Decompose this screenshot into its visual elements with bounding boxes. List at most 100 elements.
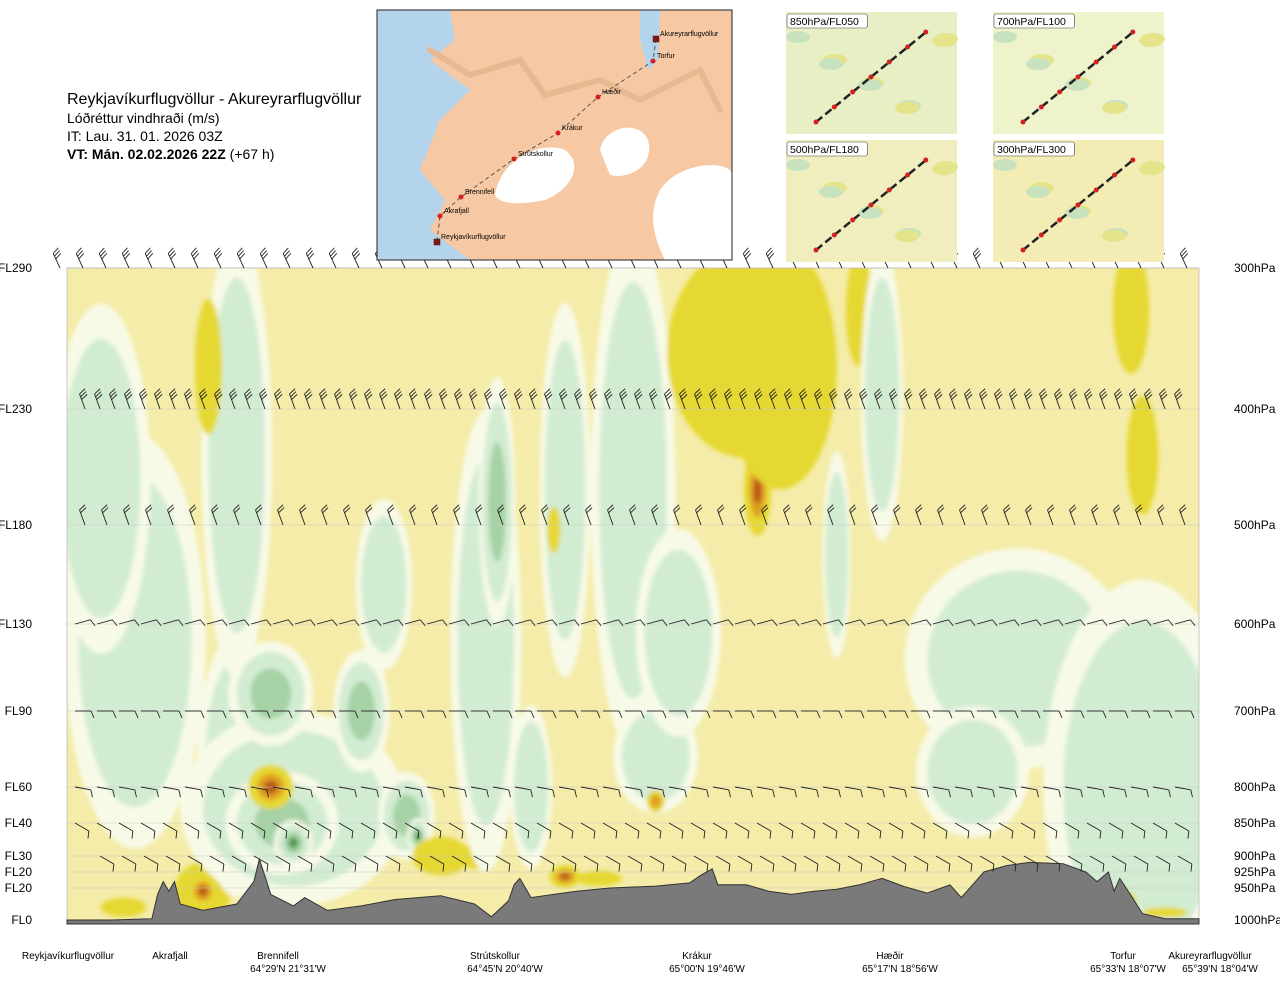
barb-feather: [112, 863, 115, 872]
wind-barb-222: [1108, 619, 1130, 627]
barb-feather: [948, 619, 954, 627]
barb-feather: [90, 710, 95, 719]
wind-barb-220: [1064, 619, 1086, 627]
wind-barb-183: [250, 619, 272, 627]
barb-feather: [982, 507, 989, 514]
wind-barb-67: [334, 388, 343, 410]
wind-barb-97: [784, 388, 793, 410]
barb-feather: [80, 507, 87, 514]
barb-feather: [454, 507, 461, 514]
wind-barb-189: [382, 619, 404, 627]
barb-feather: [420, 710, 425, 719]
wind-barb-340: [338, 822, 354, 839]
barb-feather: [184, 388, 191, 395]
wind-barb-333: [184, 822, 200, 839]
barb-shaft: [602, 786, 619, 791]
field-cells: [67, 268, 1199, 924]
wind-barb-339: [316, 822, 332, 839]
wind-barb-255: [713, 710, 733, 719]
wind-barb-112: [1009, 388, 1018, 410]
barb-shaft: [624, 822, 640, 832]
barb-feather: [936, 394, 943, 400]
terrain-profile: [66, 857, 1200, 925]
wind-barb-292: [404, 786, 423, 798]
wind-barb-352: [602, 822, 618, 839]
wind-barb-262: [867, 710, 887, 719]
wind-barb-364: [866, 822, 882, 839]
barb-feather: [263, 830, 266, 839]
barb-feather: [213, 247, 220, 254]
barb-feather: [640, 863, 643, 872]
barb-feather: [728, 619, 734, 627]
barb-feather: [948, 789, 951, 798]
barb-shaft: [228, 619, 245, 625]
wind-barb-229: [141, 710, 161, 719]
field-cell-31-0: [723, 268, 837, 490]
barb-feather: [141, 394, 148, 400]
wind-barb-360: [778, 822, 794, 839]
barb-feather: [288, 789, 291, 798]
barb-shaft: [470, 619, 487, 625]
wind-barb-313: [866, 786, 885, 798]
small-map-point: [905, 172, 910, 178]
barb-feather: [189, 504, 196, 511]
barb-shaft: [1130, 619, 1147, 625]
wind-barb-257: [757, 710, 777, 719]
barb-feather: [1058, 863, 1061, 872]
field-cell-27-1: [650, 794, 662, 808]
wind-barb-96: [769, 388, 778, 410]
wind-barb-49: [1179, 247, 1189, 269]
barb-feather: [919, 388, 926, 395]
barb-shaft: [316, 619, 333, 625]
barb-feather: [965, 391, 972, 398]
wind-barb-383: [187, 855, 203, 872]
wind-barb-256: [735, 710, 755, 719]
barb-feather: [662, 710, 667, 719]
barb-feather: [741, 394, 748, 400]
barb-feather: [90, 789, 93, 798]
barb-shaft: [998, 822, 1014, 832]
barb-feather: [299, 504, 306, 511]
barb-shaft: [1152, 786, 1169, 791]
barb-feather: [769, 388, 776, 395]
barb-feather: [319, 388, 326, 395]
barb-shaft: [822, 619, 839, 625]
barb-feather: [1025, 391, 1032, 398]
barb-feather: [1003, 504, 1010, 511]
wind-barb-314: [888, 786, 907, 798]
barb-feather: [275, 391, 282, 398]
small-map-bg: [786, 12, 957, 134]
wind-barb-276: [1175, 710, 1195, 719]
barb-shaft: [360, 619, 377, 625]
barb-feather: [1086, 394, 1093, 400]
barb-feather: [545, 391, 552, 398]
barb-shaft: [404, 822, 420, 832]
small-map-point: [905, 44, 910, 50]
barb-shaft: [1064, 822, 1080, 832]
wind-barb-133: [277, 504, 285, 526]
wind-barb-425: [1111, 855, 1127, 872]
barb-shaft: [1152, 619, 1169, 625]
barb-shaft: [1020, 786, 1037, 791]
barb-feather: [992, 863, 995, 872]
inset-point-marker: [437, 213, 443, 219]
wind-barb-404: [649, 855, 665, 872]
barb-shaft: [734, 786, 751, 791]
barb-shaft: [1111, 855, 1127, 865]
barb-feather: [170, 252, 177, 260]
barb-feather: [860, 391, 867, 398]
barb-feather: [606, 394, 613, 400]
barb-feather: [872, 507, 879, 514]
barb-feather: [560, 391, 567, 398]
wind-barb-261: [845, 710, 865, 719]
barb-feather: [618, 863, 621, 872]
barb-shaft: [646, 822, 662, 832]
wind-barb-235: [273, 710, 293, 719]
barb-feather: [432, 507, 439, 514]
barb-shaft: [605, 855, 621, 865]
wind-barb-173: [1157, 504, 1165, 526]
barb-feather: [1124, 789, 1127, 798]
barb-feather: [875, 391, 882, 398]
wind-barb-219: [1042, 619, 1064, 627]
barb-shaft: [712, 619, 729, 625]
